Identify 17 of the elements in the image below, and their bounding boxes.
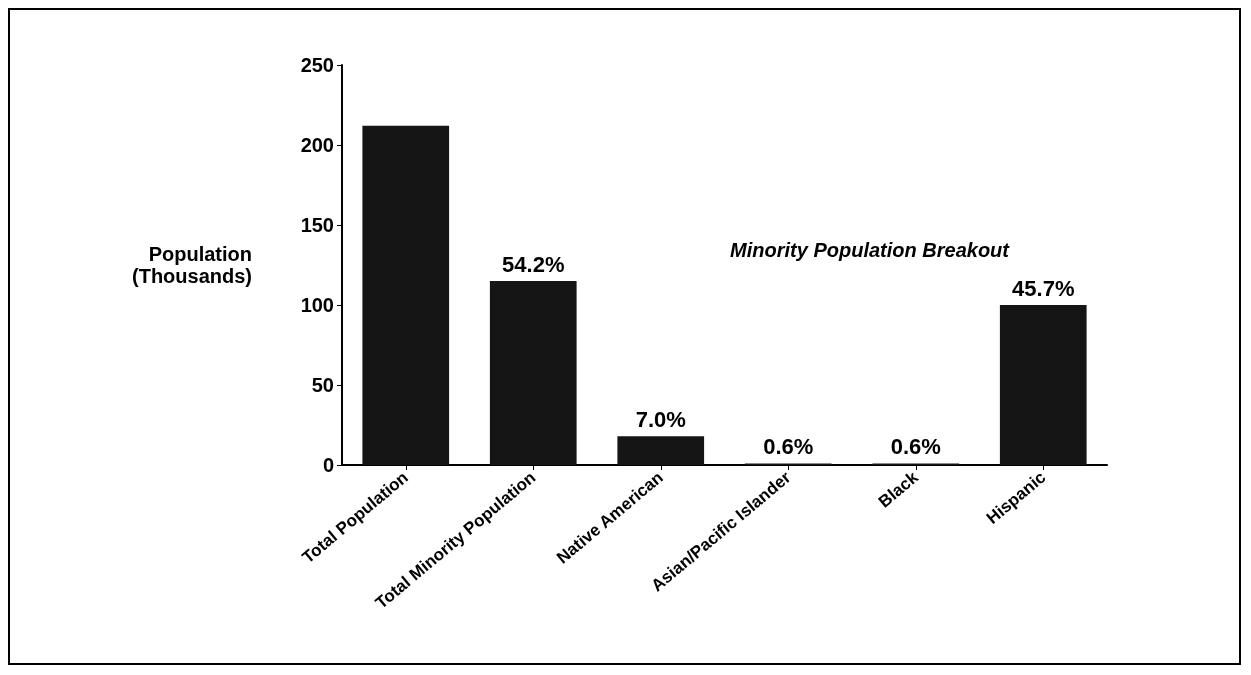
- y-axis-title: Population (Thousands): [132, 243, 252, 287]
- y-tick-label: 150: [300, 214, 334, 236]
- bar: [362, 125, 450, 465]
- y-tick-label: 200: [300, 134, 334, 156]
- annotation: 0.6%: [890, 433, 941, 459]
- annotation: Minority Population Breakout: [730, 239, 1011, 261]
- annotation: 45.7%: [1012, 275, 1075, 301]
- y-tick-label: 0: [322, 454, 334, 476]
- bar: [489, 281, 577, 465]
- y-tick-label: 100: [300, 294, 334, 316]
- annotation: 7.0%: [635, 406, 686, 432]
- y-tick-label: 250: [300, 54, 334, 76]
- annotation: 0.6%: [763, 433, 814, 459]
- bar: [999, 305, 1087, 465]
- bar: [617, 436, 705, 465]
- annotation: 54.2%: [502, 251, 565, 277]
- y-tick-label: 50: [311, 374, 334, 396]
